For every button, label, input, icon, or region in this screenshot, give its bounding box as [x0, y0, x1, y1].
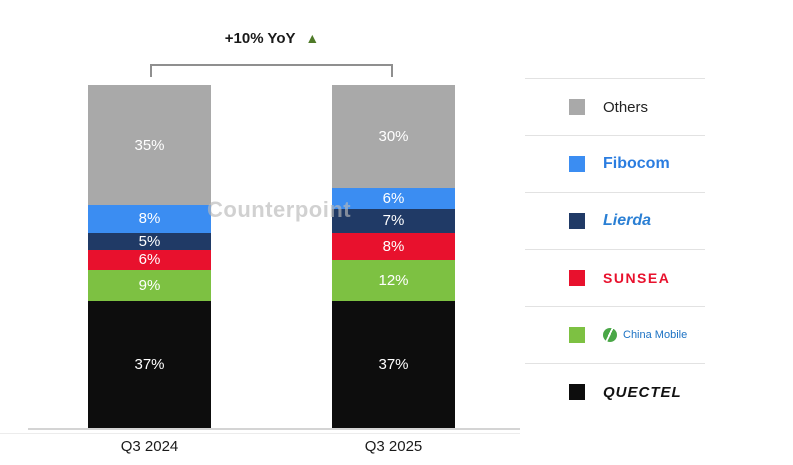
- bar-segment-lierda: 5%: [88, 232, 211, 250]
- bar-segment-fibocom: 8%: [88, 205, 211, 233]
- segment-value-label: 6%: [138, 251, 161, 269]
- lierda-logo: Lierda: [603, 212, 652, 229]
- stacked-bar-q3-2024: 37% 9% 6% 5% 8% 35%: [88, 85, 211, 428]
- quectel-logo: QUECTEL: [603, 383, 682, 401]
- fibocom-logo: Fibocom: [603, 155, 670, 172]
- segment-value-label: 37%: [378, 356, 409, 374]
- legend: Others Fibocom Lierda SUNSEA China Mobil…: [525, 78, 705, 420]
- legend-label-china-mobile: China Mobile: [623, 329, 688, 341]
- segment-value-label: 30%: [378, 127, 409, 145]
- legend-item-sunsea: SUNSEA: [525, 249, 705, 306]
- sunsea-logo: SUNSEA: [603, 270, 671, 286]
- bar-segment-china-mobile: 9%: [88, 270, 211, 302]
- legend-item-quectel: QUECTEL: [525, 363, 705, 420]
- x-axis-shadow-line: [0, 433, 520, 434]
- bar-segment-others: 30%: [332, 85, 455, 188]
- x-label-q3-2025: Q3 2025: [364, 438, 423, 455]
- segment-value-label: 8%: [138, 210, 161, 228]
- china-mobile-swatch: [569, 327, 585, 343]
- legend-item-fibocom: Fibocom: [525, 135, 705, 192]
- bracket-line: [150, 64, 393, 66]
- legend-item-lierda: Lierda: [525, 192, 705, 249]
- segment-value-label: 37%: [134, 356, 165, 374]
- segment-value-label: 7%: [382, 212, 405, 229]
- watermark: Counterpoint: [207, 197, 352, 222]
- bracket-tick-right: [391, 64, 393, 77]
- legend-label-others: Others: [603, 98, 649, 116]
- bracket-tick-left: [150, 64, 152, 77]
- bar-segment-sunsea: 8%: [332, 232, 455, 260]
- china-mobile-globe-icon: [603, 328, 617, 342]
- others-swatch: [569, 99, 585, 115]
- bar-segment-lierda: 7%: [332, 208, 455, 233]
- lierda-swatch: [569, 213, 585, 229]
- segment-value-label: 5%: [138, 232, 161, 250]
- stacked-bar-q3-2025: 37% 12% 8% 7% 6% 30%: [332, 85, 455, 428]
- bar-segment-china-mobile: 12%: [332, 259, 455, 302]
- sunsea-swatch: [569, 270, 585, 286]
- x-label-q3-2024: Q3 2024: [120, 438, 179, 455]
- segment-value-label: 9%: [138, 277, 161, 295]
- bar-segment-sunsea: 6%: [88, 249, 211, 271]
- bar-segment-others: 35%: [88, 85, 211, 206]
- yoy-up-arrow: ▲: [305, 30, 320, 46]
- yoy-annotation-text: +10% YoY: [224, 30, 296, 47]
- segment-value-label: 8%: [382, 237, 405, 255]
- bar-segment-quectel: 37%: [332, 301, 455, 428]
- legend-item-others: Others: [525, 78, 705, 135]
- segment-value-label: 35%: [134, 136, 165, 154]
- china-mobile-logo: China Mobile: [603, 328, 687, 342]
- segment-value-label: 12%: [378, 272, 409, 290]
- segment-value-label: 6%: [382, 189, 405, 207]
- yoy-annotation: +10% YoY ▲: [150, 30, 394, 47]
- x-axis-line: [28, 428, 520, 430]
- legend-item-china-mobile: China Mobile: [525, 306, 705, 363]
- quectel-swatch: [569, 384, 585, 400]
- fibocom-swatch: [569, 156, 585, 172]
- bar-segment-fibocom: 6%: [332, 187, 455, 209]
- bar-segment-quectel: 37%: [88, 301, 211, 428]
